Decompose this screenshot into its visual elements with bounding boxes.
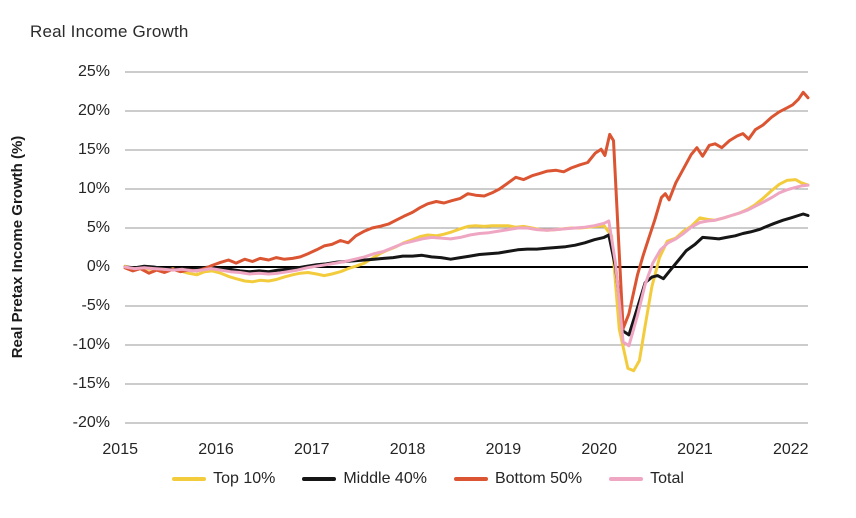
legend-label-middle-40: Middle 40% bbox=[343, 470, 427, 487]
y-tick-label: 15% bbox=[77, 141, 110, 158]
series-line-top-10 bbox=[123, 178, 810, 373]
legend-item-bottom-50: Bottom 50% bbox=[453, 470, 583, 488]
legend-swatch-middle-40 bbox=[302, 477, 337, 481]
y-tick-label: -20% bbox=[72, 414, 110, 431]
legend-label-bottom-50: Bottom 50% bbox=[494, 470, 583, 487]
chart-title: Real Income Growth bbox=[30, 22, 189, 41]
y-tick-label: -15% bbox=[72, 375, 110, 392]
legend-label-top-10: Top 10% bbox=[213, 470, 276, 487]
x-tick-label: 2018 bbox=[389, 441, 426, 458]
legend-swatch-top-10 bbox=[172, 477, 207, 481]
x-tick-label: 2017 bbox=[293, 441, 330, 458]
y-tick-label: 5% bbox=[86, 219, 110, 236]
series-line-middle-40 bbox=[123, 212, 810, 337]
x-tick-label: 2015 bbox=[102, 441, 138, 458]
y-tick-label: -5% bbox=[81, 297, 110, 314]
legend-label-total: Total bbox=[650, 470, 684, 487]
y-tick-label: 20% bbox=[77, 102, 110, 119]
x-tick-label: 2020 bbox=[581, 441, 617, 458]
y-tick-label: 0% bbox=[86, 258, 110, 275]
series-line-total bbox=[123, 183, 810, 348]
legend: Top 10% Middle 40% Bottom 50% Total bbox=[0, 470, 856, 488]
x-tick-label: 2019 bbox=[485, 441, 522, 458]
x-tick-label: 2021 bbox=[677, 441, 713, 458]
legend-swatch-total bbox=[609, 477, 644, 481]
legend-item-middle-40: Middle 40% bbox=[302, 470, 427, 488]
x-tick-label: 2016 bbox=[198, 441, 234, 458]
y-tick-label: -10% bbox=[72, 336, 110, 353]
legend-item-total: Total bbox=[609, 470, 684, 488]
legend-item-top-10: Top 10% bbox=[172, 470, 275, 488]
legend-swatch-bottom-50 bbox=[453, 477, 488, 481]
y-tick-label: 25% bbox=[77, 63, 110, 80]
series-line-bottom-50 bbox=[123, 90, 810, 331]
x-tick-label: 2022 bbox=[772, 441, 809, 458]
y-tick-label: 10% bbox=[77, 180, 110, 197]
